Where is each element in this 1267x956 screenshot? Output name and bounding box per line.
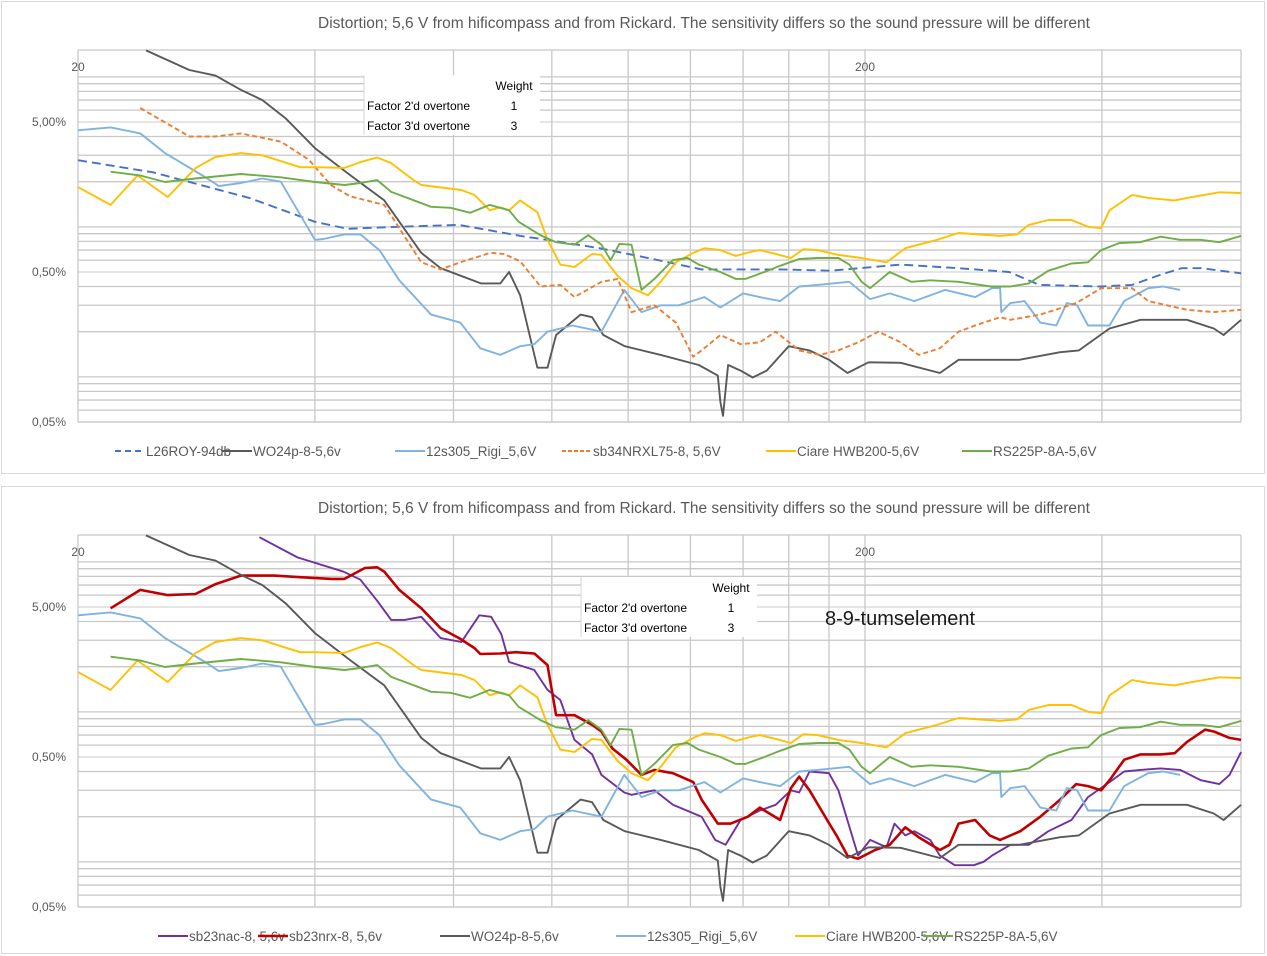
- chart-panel-1: [1, 1, 1265, 474]
- series-line-rs225p-8a-5-6v: [110, 170, 1242, 291]
- annotation-label: 8-9-tumselement: [825, 608, 976, 630]
- x-tick-label: 20: [71, 545, 85, 559]
- legend-label: sb23nac-8, 5,6v: [189, 929, 285, 944]
- legend-item: Ciare HWB200-5,6V: [766, 444, 919, 459]
- y-tick-label: 0,05%: [32, 415, 66, 429]
- weight-row-label: Factor 2'd overtone: [584, 601, 687, 615]
- y-tick-label: 0,50%: [32, 265, 66, 279]
- legend-item: sb23nac-8, 5,6v: [158, 929, 285, 944]
- series-line-12s305-rigi-5-6v: [77, 126, 1181, 356]
- legend-item: 12s305_Rigi_5,6V: [395, 444, 536, 459]
- vertical-gridlines: [77, 535, 1242, 908]
- legend-label: RS225P-8A-5,6V: [993, 444, 1097, 459]
- weight-table: Weight Factor 2'd overtone 1 Factor 3'd ove…: [363, 75, 540, 135]
- series-line-wo24p-8-5-6v: [145, 49, 1242, 417]
- x-tick-label: 20: [71, 60, 85, 74]
- legend-label: 12s305_Rigi_5,6V: [647, 929, 757, 944]
- legend-label: Ciare HWB200-5,6V: [826, 929, 948, 944]
- legend-label: RS225P-8A-5,6V: [954, 929, 1058, 944]
- y-tick-label: 5,00%: [32, 600, 66, 614]
- series-line-rs225p-8a-5-6v: [110, 655, 1242, 776]
- legend-label: WO24p-8-5,6v: [253, 444, 341, 459]
- weight-row-value: 1: [511, 99, 518, 113]
- legend-label: WO24p-8-5,6v: [471, 929, 559, 944]
- series-line-sb23nrx-8-5-6v: [109, 566, 1242, 860]
- legend-label: L26ROY-94db: [146, 444, 231, 459]
- chart-1-title: Distortion; 5,6 V from hificompass and f…: [318, 15, 1091, 32]
- legend-item: RS225P-8A-5,6V: [962, 444, 1097, 459]
- weight-table-bg: [364, 75, 540, 135]
- y-tick-label: 0,05%: [32, 900, 66, 914]
- legend-label: sb34NRXL75-8, 5,6V: [593, 444, 721, 459]
- legend: L26ROY-94db WO24p-8-5,6v 12s305_Rigi_5,6V s…: [115, 444, 1097, 459]
- weight-row-value: 1: [728, 601, 735, 615]
- legend-item: WO24p-8-5,6v: [440, 929, 559, 944]
- weight-row-label: Factor 3'd overtone: [367, 119, 470, 133]
- weight-table: Weight Factor 2'd overtone 1 Factor 3'd ove…: [580, 577, 757, 637]
- legend-item: sb34NRXL75-8, 5,6V: [562, 444, 721, 459]
- series-line-ciare-hwb200-5-6v: [77, 152, 1242, 297]
- legend: sb23nac-8, 5,6v sb23nrx-8, 5,6v WO24p-8-5,…: [158, 929, 1058, 944]
- x-tick-label: 200: [855, 60, 875, 74]
- vertical-gridlines: [77, 50, 1242, 423]
- series-line-l26roy-94db: [77, 159, 1242, 288]
- legend-item: sb23nrx-8, 5,6v: [258, 929, 382, 944]
- weight-row-label: Factor 2'd overtone: [367, 99, 470, 113]
- legend-item: 12s305_Rigi_5,6V: [616, 929, 757, 944]
- legend-item: L26ROY-94db: [115, 444, 231, 459]
- weight-header: Weight: [712, 581, 750, 595]
- chart-2-title: Distortion; 5,6 V from hificompass and f…: [318, 500, 1091, 517]
- legend-label: 12s305_Rigi_5,6V: [426, 444, 536, 459]
- y-tick-label: 5,00%: [32, 115, 66, 129]
- weight-row-value: 3: [511, 119, 518, 133]
- series-line-12s305-rigi-5-6v: [77, 611, 1181, 841]
- weight-table-bg: [581, 577, 757, 637]
- legend-item: WO24p-8-5,6v: [222, 444, 341, 459]
- legend-item: Ciare HWB200-5,6V: [795, 929, 948, 944]
- series-line-wo24p-8-5-6v: [145, 534, 1242, 902]
- series-lines: [77, 534, 1242, 902]
- legend-item: RS225P-8A-5,6V: [923, 929, 1058, 944]
- weight-row-label: Factor 3'd overtone: [584, 621, 687, 635]
- legend-label: sb23nrx-8, 5,6v: [289, 929, 382, 944]
- horizontal-gridlines: [78, 49, 1241, 423]
- y-tick-label: 0,50%: [32, 750, 66, 764]
- series-line-sb34nrxl75-8-5-6v: [139, 107, 1242, 358]
- x-tick-label: 200: [855, 545, 875, 559]
- weight-header: Weight: [495, 79, 533, 93]
- series-lines: [77, 49, 1242, 417]
- legend-label: Ciare HWB200-5,6V: [797, 444, 919, 459]
- series-line-ciare-hwb200-5-6v: [77, 637, 1242, 782]
- weight-row-value: 3: [728, 621, 735, 635]
